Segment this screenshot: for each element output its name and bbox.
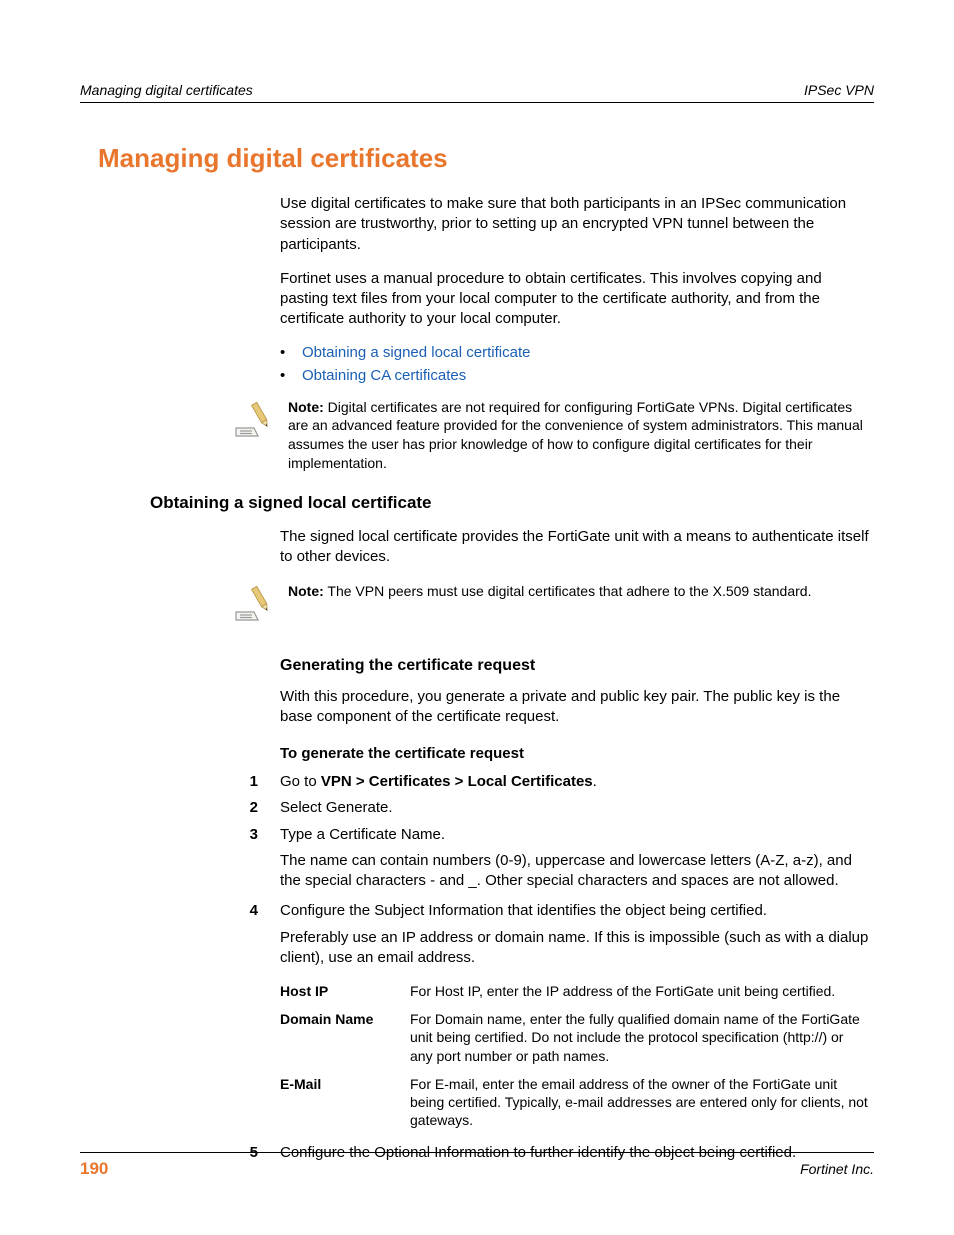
link-obtain-signed[interactable]: Obtaining a signed local certificate [302,344,530,361]
intro-para-2: Fortinet uses a manual procedure to obta… [280,269,874,330]
def-desc: For Host IP, enter the IP address of the… [410,982,874,1000]
step-1-bold: VPN > Certificates > Local Certificates [321,773,593,790]
def-desc: For E-mail, enter the email address of t… [410,1075,874,1130]
page-title: Managing digital certificates [98,143,874,174]
step-4: 4 Configure the Subject Information that… [80,901,874,921]
step-number: 2 [80,798,280,818]
step-body: Go to VPN > Certificates > Local Certifi… [280,772,874,792]
note-label: Note: [288,399,324,415]
heading-to-generate: To generate the certificate request [280,745,874,762]
note-icon [230,582,280,631]
link-bullets: • Obtaining a signed local certificate •… [280,344,874,384]
running-header: Managing digital certificates IPSec VPN [80,82,874,103]
step-4-sub: Preferably use an IP address or domain n… [280,928,874,969]
note-block-2: Note: The VPN peers must use digital cer… [80,582,874,631]
note-label: Note: [288,583,324,599]
definition-list: Host IP For Host IP, enter the IP addres… [280,982,874,1129]
gen-para: With this procedure, you generate a priv… [280,687,874,728]
heading-obtain-signed: Obtaining a signed local certificate [150,493,874,513]
note-body: The VPN peers must use digital certifica… [324,583,812,599]
step-body: Select Generate. [280,798,874,818]
note-text-2: Note: The VPN peers must use digital cer… [288,582,874,601]
step-number: 4 [80,901,280,921]
link-obtain-ca[interactable]: Obtaining CA certificates [302,367,466,384]
header-left: Managing digital certificates [80,82,253,98]
step-number: 3 [80,825,280,845]
note-text-1: Note: Digital certificates are not requi… [288,398,874,474]
def-term: Domain Name [280,1010,410,1065]
def-hostip: Host IP For Host IP, enter the IP addres… [280,982,874,1000]
step-body: Type a Certificate Name. [280,825,874,845]
step-1-pre: Go to [280,773,321,790]
step-2: 2 Select Generate. [80,798,874,818]
header-right: IPSec VPN [804,82,874,98]
note-block-1: Note: Digital certificates are not requi… [80,398,874,474]
def-email: E-Mail For E-mail, enter the email addre… [280,1075,874,1130]
note-body: Digital certificates are not required fo… [288,399,863,472]
heading-generating: Generating the certificate request [280,657,874,675]
note-icon [230,398,280,447]
step-3-sub: The name can contain numbers (0-9), uppe… [280,851,874,892]
bullet-item: • Obtaining CA certificates [280,367,874,384]
intro-para-1: Use digital certificates to make sure th… [280,194,874,255]
footer-company: Fortinet Inc. [800,1161,874,1177]
page-footer: 190 Fortinet Inc. [80,1152,874,1179]
step-body: Configure the Subject Information that i… [280,901,874,921]
def-term: Host IP [280,982,410,1000]
step-1-post: . [593,773,597,790]
page-number: 190 [80,1159,108,1179]
def-domain: Domain Name For Domain name, enter the f… [280,1010,874,1065]
bullet-marker: • [280,344,302,361]
signed-para: The signed local certificate provides th… [280,527,874,568]
step-number: 1 [80,772,280,792]
page-content: Managing digital certificates IPSec VPN … [0,0,954,1164]
step-1: 1 Go to VPN > Certificates > Local Certi… [80,772,874,792]
bullet-marker: • [280,367,302,384]
step-3: 3 Type a Certificate Name. [80,825,874,845]
def-term: E-Mail [280,1075,410,1130]
bullet-item: • Obtaining a signed local certificate [280,344,874,361]
def-desc: For Domain name, enter the fully qualifi… [410,1010,874,1065]
